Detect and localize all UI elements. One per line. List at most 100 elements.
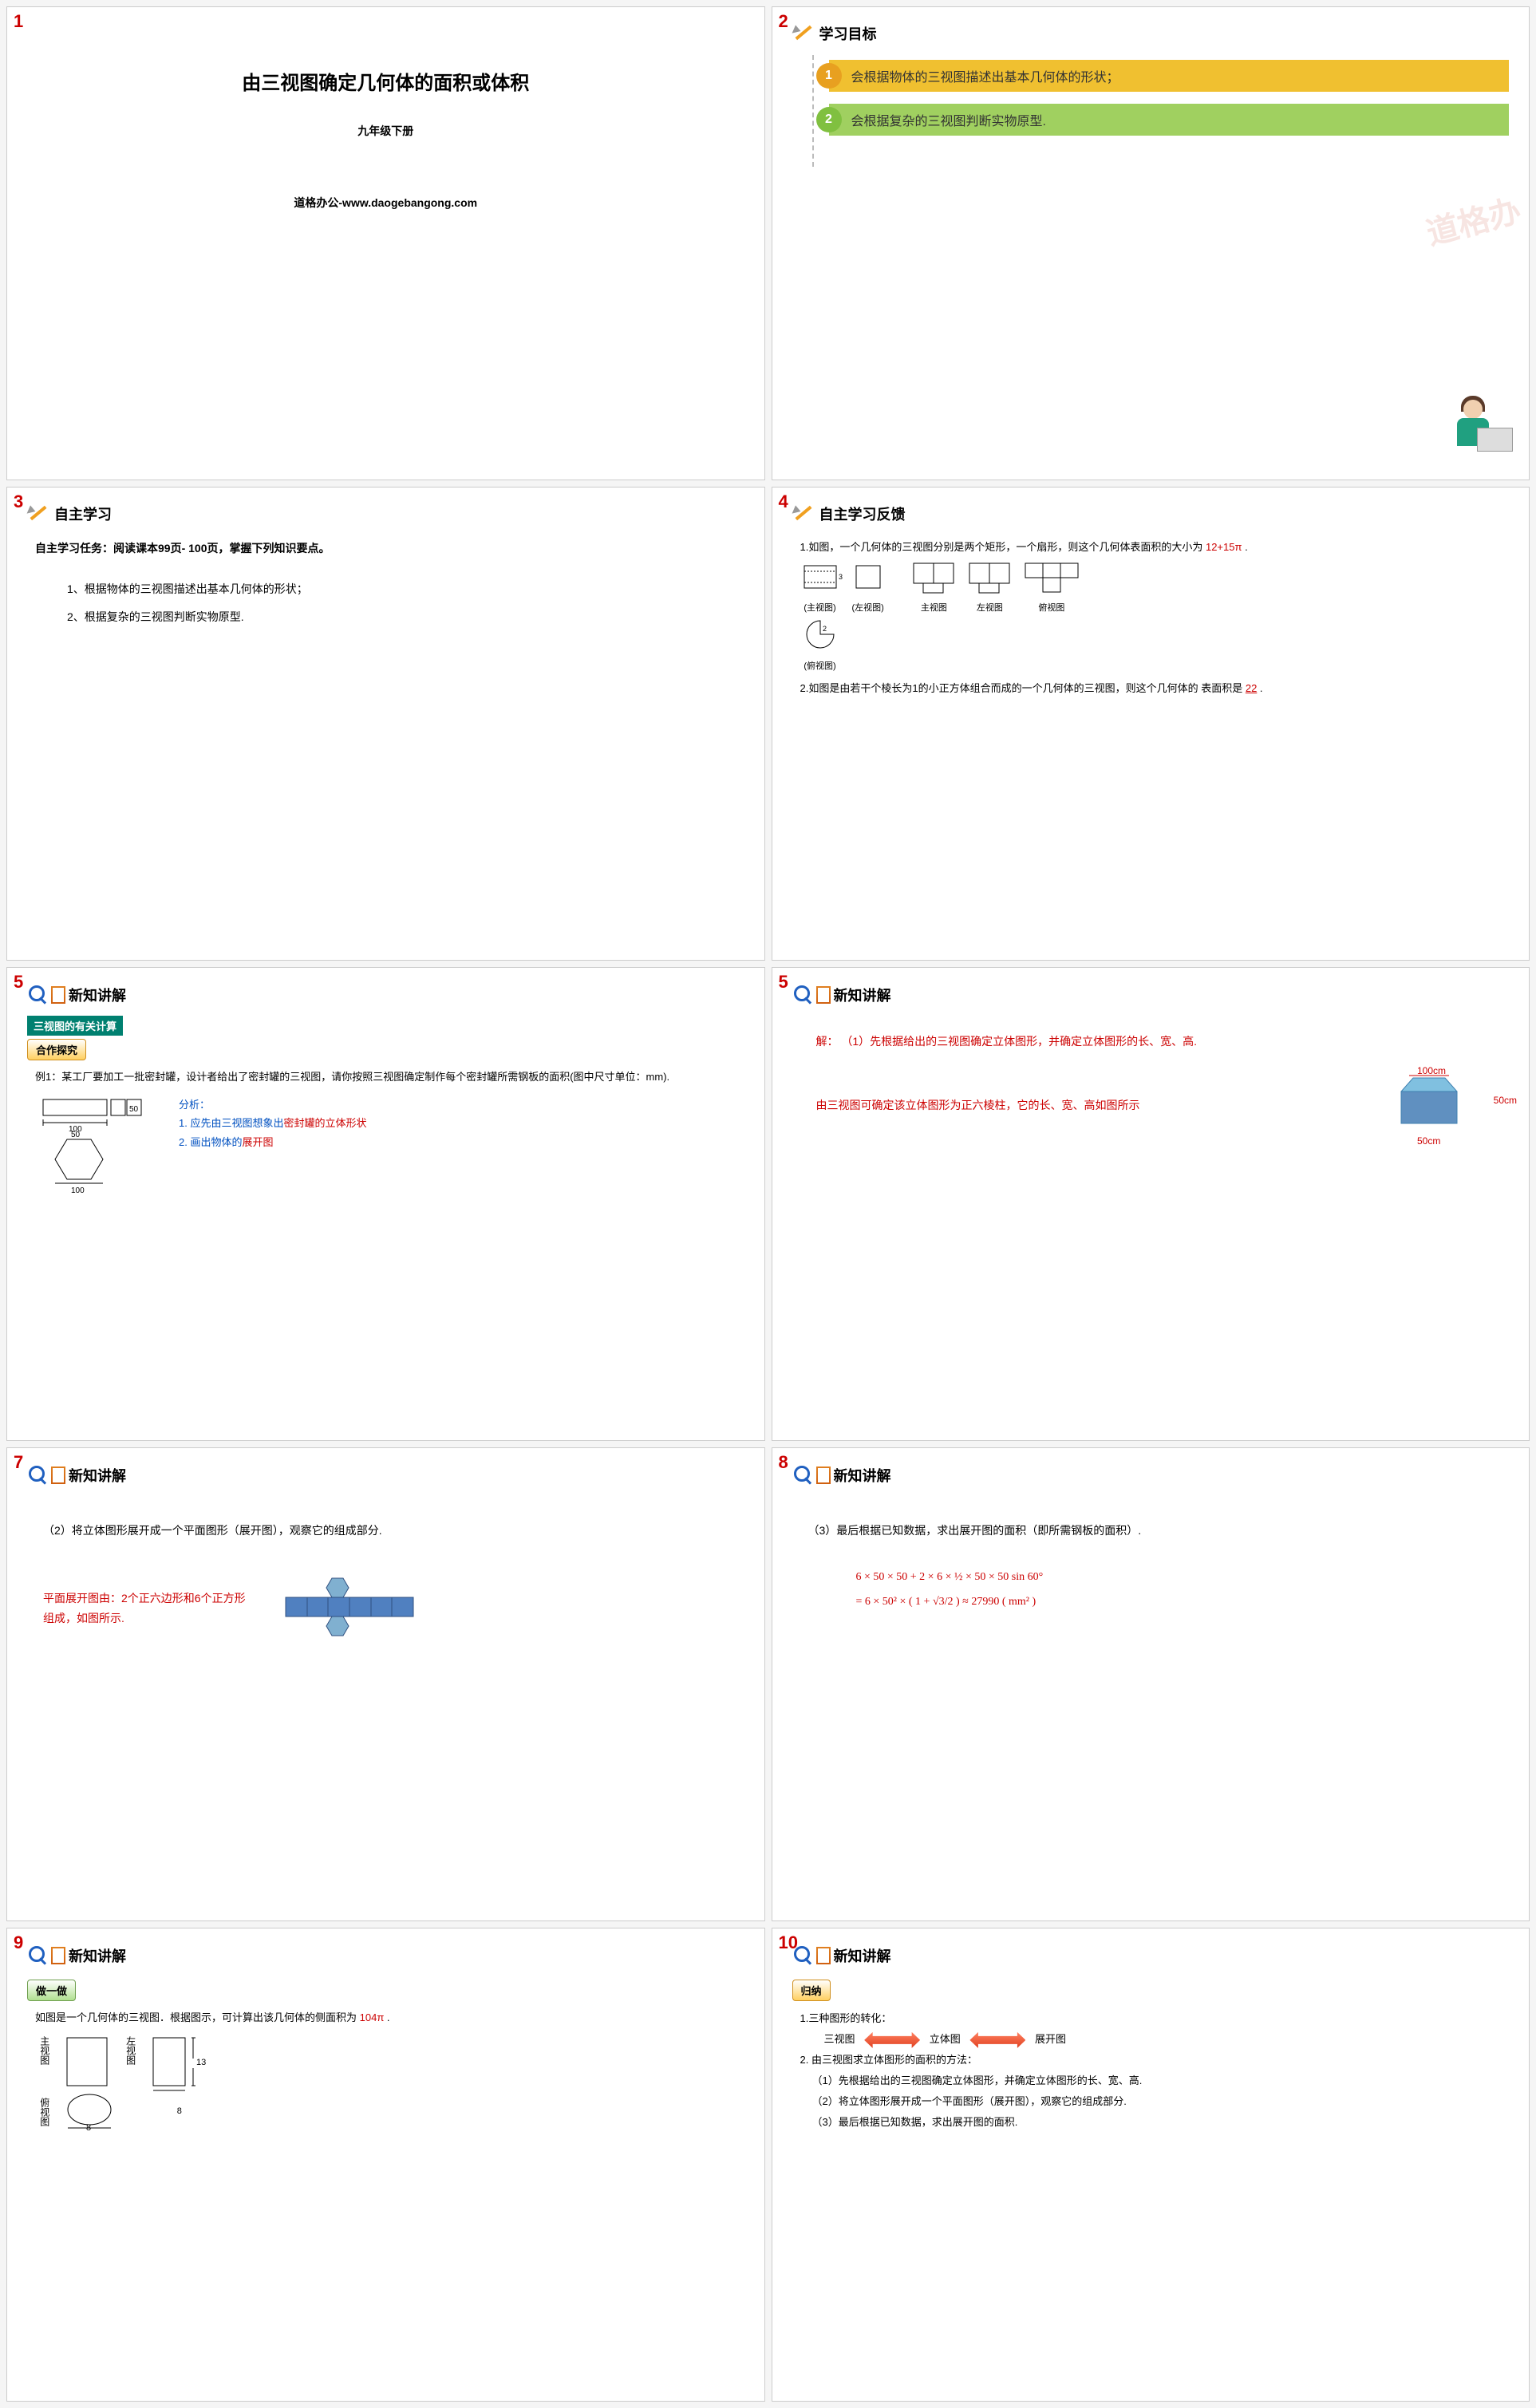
magnifier-icon xyxy=(27,1944,49,1967)
person-illustration xyxy=(1441,396,1513,468)
section-header: 新知讲解 xyxy=(792,1464,1510,1486)
magnifier-icon xyxy=(792,1464,815,1486)
step-3-text: （3）最后根据已知数据，求出展开图的面积（即所需钢板的面积）. xyxy=(808,1520,1494,1542)
solution-label: 解： xyxy=(816,1035,839,1048)
slide-5: 5 新知讲解 三视图的有关计算 合作探究 例1：某工厂要加工一批密封罐，设计者给… xyxy=(6,967,765,1441)
magnifier-icon xyxy=(27,984,49,1006)
q1-answer: 12+15π xyxy=(1206,541,1242,553)
header-text: 新知讲解 xyxy=(69,1465,126,1486)
section-header: 自主学习 xyxy=(27,503,744,524)
goal-2: 2 会根据复杂的三视图判断实物原型. xyxy=(816,104,1510,136)
header-text: 自主学习反馈 xyxy=(819,503,906,524)
svg-text:50: 50 xyxy=(71,1131,81,1139)
fx2: 2. 画出物体的 xyxy=(179,1136,242,1148)
slide-3: 3 自主学习 自主学习任务：阅读课本99页- 100页，掌握下列知识要点。 1、… xyxy=(6,487,765,961)
solution-p1: 解： （1）先根据给出的三视图确定立体图形，并确定立体图形的长、宽、高. xyxy=(816,1032,1486,1052)
formula-block: 6 × 50 × 50 + 2 × 6 × ½ × 50 × 50 sin 60… xyxy=(808,1565,1494,1615)
side-view-2: 左视图 xyxy=(968,562,1012,617)
example-diagram: 50 100 50 100 xyxy=(35,1095,155,1206)
svg-text:13: 13 xyxy=(196,2058,206,2067)
pencil-icon xyxy=(792,505,815,523)
pencil-icon xyxy=(792,25,815,42)
label-top: 俯视图 xyxy=(35,2098,53,2126)
label: 俯视图 xyxy=(1024,600,1080,617)
goal-text: 会根据复杂的三视图判断实物原型. xyxy=(829,104,1510,136)
section-header: 新知讲解 xyxy=(27,1944,744,1967)
unfold-desc: 平面展开图由：2个正六边形和6个正方形 组成，如图所示. xyxy=(43,1589,246,1628)
slide-number: 8 xyxy=(779,1452,788,1473)
arrow-icon xyxy=(864,2032,920,2048)
fx1: 1. 应先由三视图想象出 xyxy=(179,1117,283,1129)
book-icon xyxy=(51,986,65,1004)
slide-number: 1 xyxy=(14,11,23,32)
conversion-flow: 三视图 立体图 展开图 xyxy=(800,2029,1502,2050)
svg-text:100: 100 xyxy=(71,1186,85,1195)
watermark: 道格办 xyxy=(1421,184,1526,254)
slide-number: 7 xyxy=(14,1452,23,1473)
goal-number: 1 xyxy=(816,63,842,89)
dim-8: 8 xyxy=(177,2103,182,2120)
top-view-2: 俯视图 xyxy=(1024,562,1080,617)
slide-number: 5 xyxy=(14,972,23,993)
label: 主视图 xyxy=(912,600,956,617)
label: (俯视图) xyxy=(800,658,840,675)
slide-10: 10 新知讲解 归纳 1.三种图形的转化： 三视图 立体图 展开图 2. 由三视… xyxy=(772,1928,1530,2402)
slide-number: 10 xyxy=(779,1932,798,1953)
prism-figure: 100cm 50cm 50cm xyxy=(1397,1072,1485,1139)
side-view-1: (左视图) xyxy=(852,562,884,617)
slide-4: 4 自主学习反馈 1.如图，一个几何体的三视图分别是两个矩形，一个扇形，则这个几… xyxy=(772,487,1530,961)
book-icon xyxy=(816,1467,831,1484)
section-header: 新知讲解 xyxy=(27,1464,744,1486)
slide-2: 2 学习目标 1 会根据物体的三视图描述出基本几何体的形状； 2 会根据复杂的三… xyxy=(772,6,1530,480)
slide-grid: 1 由三视图确定几何体的面积或体积 九年级下册 道格办公-www.daogeba… xyxy=(0,0,1536,2408)
step-3: （3）最后根据已知数据，求出展开图的面积. xyxy=(812,2112,1502,2133)
q1-diagrams: 3 (主视图) 2 (俯视图) (左视图) 主视图 左视图 俯视图 xyxy=(800,562,1502,676)
section-header: 新知讲解 xyxy=(792,984,1510,1006)
slide-7: 7 新知讲解 （2）将立体图形展开成一个平面图形（展开图），观察它的组成部分. … xyxy=(6,1447,765,1921)
q2-text-b: 表面积是 xyxy=(1201,682,1242,694)
header-text: 新知讲解 xyxy=(834,985,891,1005)
q-text: 如图是一个几何体的三视图．根据图示，可计算出该几何体的侧面积为 xyxy=(35,2011,357,2023)
front-view-1: 3 (主视图) 2 (俯视图) xyxy=(800,562,840,676)
book-icon xyxy=(51,1467,65,1484)
label: 左视图 xyxy=(968,600,1012,617)
p1-text: （1）先根据给出的三视图确定立体图形，并确定立体图形的长、宽、高. xyxy=(841,1035,1197,1048)
label: (左视图) xyxy=(852,600,884,617)
header-text: 新知讲解 xyxy=(834,1465,891,1486)
label-front: 主视图 xyxy=(35,2036,53,2065)
slide-8: 8 新知讲解 （3）最后根据已知数据，求出展开图的面积（即所需钢板的面积）. 6… xyxy=(772,1447,1530,1921)
header-text: 新知讲解 xyxy=(834,1945,891,1966)
step-2-text: （2）将立体图形展开成一个平面图形（展开图），观察它的组成部分. xyxy=(43,1520,729,1542)
task-label: 自主学习任务：阅读课本99页- 100页，掌握下列知识要点。 xyxy=(35,538,736,559)
svg-text:50: 50 xyxy=(129,1105,139,1114)
sub-header: 做一做 xyxy=(27,1980,76,2001)
step-1: （1）先根据给出的三视图确定立体图形，并确定立体图形的长、宽、高. xyxy=(812,2070,1502,2091)
slide-9: 9 新知讲解 做一做 如图是一个几何体的三视图．根据图示，可计算出该几何体的侧面… xyxy=(6,1928,765,2402)
arrow-icon xyxy=(969,2032,1025,2048)
goal-number: 2 xyxy=(816,107,842,132)
unfold-figure xyxy=(278,1569,421,1648)
practice-diagram: 主视图 左视图 13 xyxy=(35,2036,736,2088)
topic-bar: 三视图的有关计算 xyxy=(27,1016,123,1036)
footer-credit: 道格办公-www.daogebangong.com xyxy=(27,195,744,211)
q2-text-a: 2.如图是由若干个棱长为1的小正方体组合而成的一个几何体的三视图，则这个几何体的 xyxy=(800,682,1198,694)
goal-1: 1 会根据物体的三视图描述出基本几何体的形状； xyxy=(816,60,1510,92)
goal-text: 会根据物体的三视图描述出基本几何体的形状； xyxy=(829,60,1510,92)
term-3: 展开图 xyxy=(1035,2033,1066,2045)
svg-text:8: 8 xyxy=(86,2123,91,2133)
dashed-line xyxy=(812,55,814,167)
formula-2: = 6 × 50² × ( 1 + √3/2 ) ≈ 27990 ( mm² ) xyxy=(856,1590,1494,1615)
header-text: 新知讲解 xyxy=(69,985,126,1005)
slide-number: 9 xyxy=(14,1932,23,1953)
header-text: 新知讲解 xyxy=(69,1945,126,1966)
header-text: 学习目标 xyxy=(819,23,877,44)
analysis-label: 分析： xyxy=(179,1095,366,1114)
fx1-red: 密封罐的立体形状 xyxy=(283,1117,366,1129)
q1-text: 1.如图，一个几何体的三视图分别是两个矩形，一个扇形，则这个几何体表面积的大小为 xyxy=(800,541,1203,553)
p2c: 组成， xyxy=(43,1612,77,1624)
analysis: 分析： 1. 应先由三视图想象出密封罐的立体形状 2. 画出物体的展开图 xyxy=(179,1095,366,1206)
p2b: 2个正六边形和6个正方形 xyxy=(121,1592,246,1605)
q2: 2.如图是由若干个棱长为1的小正方体组合而成的一个几何体的三视图，则这个几何体的… xyxy=(800,679,1502,699)
section-header: 学习目标 xyxy=(792,23,1510,44)
label: (主视图) xyxy=(800,600,840,617)
